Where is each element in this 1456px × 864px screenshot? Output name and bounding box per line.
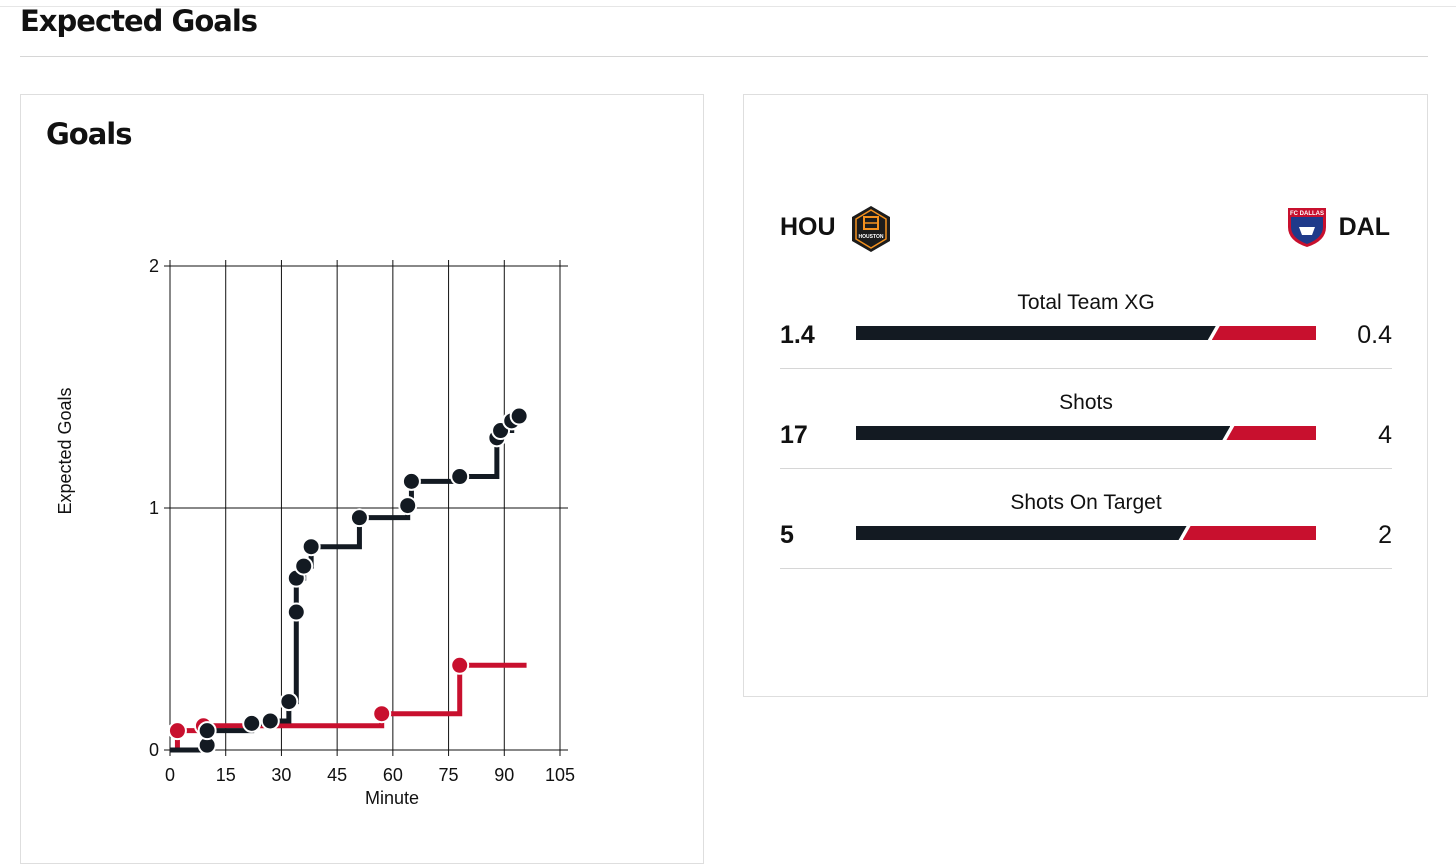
top-divider (0, 6, 1456, 7)
stat-divider (780, 568, 1392, 569)
stat-away-value: 4 (1378, 421, 1392, 449)
stat-home-value: 17 (780, 421, 808, 449)
shot-point-hou (279, 692, 299, 712)
stat-label: Shots On Target (1010, 491, 1162, 514)
y-tick-label: 0 (149, 740, 159, 760)
shot-point-hou (197, 721, 217, 741)
xg-chart-card: Goals 0 15 30 45 60 75 90 105 0 1 2 Minute Expected … (20, 94, 704, 864)
stat-label: Shots (1059, 391, 1113, 414)
shot-point-dal (372, 704, 392, 724)
stat-row: Shots 17 4 (780, 391, 1392, 491)
crest-text-home: HOUSTON (859, 234, 884, 240)
shot-point-dal (167, 721, 187, 741)
card-title: Goals (46, 117, 132, 151)
stat-divider (780, 468, 1392, 469)
stat-bar-home (856, 326, 1216, 340)
x-tick-label: 60 (383, 765, 403, 785)
stat-bar-away (1211, 326, 1316, 340)
shot-point-hou (286, 602, 306, 622)
y-axis-label: Expected Goals (55, 387, 75, 514)
stat-row: Total Team XG 1.4 0.4 (780, 291, 1392, 391)
team-stats-card: HOU HOUSTON FC DALLAS DAL Total Team XG 1… (743, 94, 1428, 697)
shot-point-hou (260, 711, 280, 731)
x-tick-label: 30 (271, 765, 291, 785)
crest-text-away: FC DALLAS (1290, 211, 1324, 217)
section-divider (20, 56, 1428, 57)
section-title: Expected Goals (20, 4, 258, 38)
x-tick-label: 15 (216, 765, 236, 785)
stat-label: Total Team XG (1017, 291, 1155, 314)
home-team-code: HOU (780, 213, 836, 241)
stat-home-value: 1.4 (780, 321, 815, 349)
stat-away-value: 0.4 (1357, 321, 1392, 349)
series-line-dal (170, 662, 527, 753)
shot-point-hou (242, 713, 262, 733)
stat-bar-away (1182, 526, 1316, 540)
stat-row: Shots On Target 5 2 (780, 491, 1392, 591)
shot-point-hou (401, 471, 421, 491)
fc-dallas-crest-icon: FC DALLAS (1288, 208, 1326, 247)
y-tick-label: 2 (149, 256, 159, 276)
shot-point-hou (450, 467, 470, 487)
shot-point-hou (294, 556, 314, 576)
series-line-hou (170, 413, 527, 753)
shot-point-hou (509, 406, 529, 426)
stat-bar-home (856, 526, 1187, 540)
stat-home-value: 5 (780, 521, 794, 549)
y-tick-label: 1 (149, 498, 159, 518)
stat-comparison-bar (856, 426, 1316, 440)
stat-bar-away (1226, 426, 1316, 440)
x-tick-label: 45 (327, 765, 347, 785)
x-tick-label: 105 (545, 765, 575, 785)
shot-point-dal (450, 655, 470, 675)
stat-divider (780, 368, 1392, 369)
x-tick-label: 75 (439, 765, 459, 785)
stat-away-value: 2 (1378, 521, 1392, 549)
stat-bar-home (856, 426, 1230, 440)
houston-dynamo-crest-icon: HOUSTON (852, 206, 890, 252)
stat-comparison-bar (856, 326, 1316, 340)
away-team-code: DAL (1338, 213, 1390, 241)
x-tick-label: 0 (165, 765, 175, 785)
x-axis-label: Minute (365, 788, 419, 808)
shot-point-hou (349, 508, 369, 528)
shot-point-hou (398, 496, 418, 516)
x-tick-label: 90 (494, 765, 514, 785)
stat-comparison-bar (856, 526, 1316, 540)
xg-timeline-chart: 0 15 30 45 60 75 90 105 0 1 2 Minute Expected Goals (55, 256, 575, 808)
shot-point-hou (301, 537, 321, 557)
